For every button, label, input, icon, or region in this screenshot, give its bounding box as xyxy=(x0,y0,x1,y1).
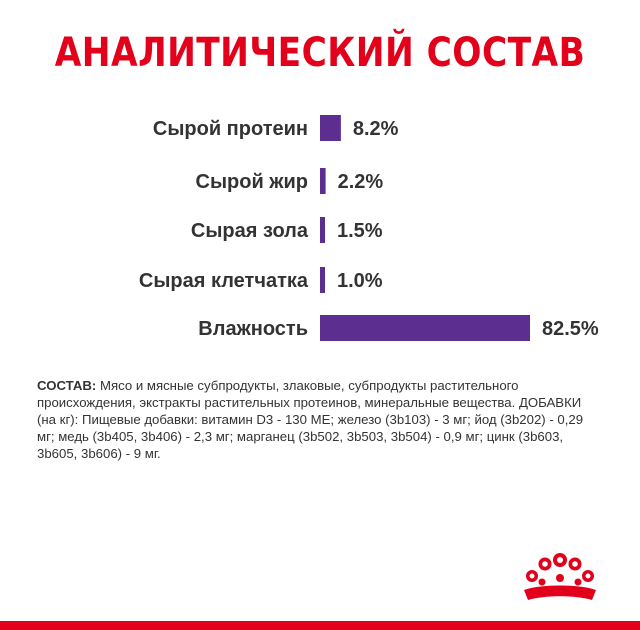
analysis-chart: Сырой протеин 8.2% Сырой жир 2.2% Сырая зола… xyxy=(139,115,599,341)
page-title: АНАЛИТИЧЕСКИЙ СОСТАВ xyxy=(54,30,586,76)
category-label: Сырая клетчатка xyxy=(139,270,309,292)
bar xyxy=(320,115,341,141)
category-label: Сырой протеин xyxy=(153,118,308,140)
value-label: 8.2% xyxy=(353,118,399,140)
bar xyxy=(320,267,325,293)
category-label: Влажность xyxy=(198,318,308,340)
value-label: 2.2% xyxy=(338,171,384,193)
composition-text: Мясо и мясные субпродукты, злаковые, суб… xyxy=(37,378,584,461)
royal-crown-icon xyxy=(524,553,596,600)
category-label: Сырая зола xyxy=(191,220,309,242)
value-label: 1.5% xyxy=(337,220,383,242)
bar xyxy=(320,217,325,243)
value-label: 1.0% xyxy=(337,270,383,292)
composition-label: СОСТАВ: xyxy=(37,378,97,393)
value-label: 82.5% xyxy=(542,318,599,340)
composition-block: СОСТАВ: Мясо и мясные субпродукты, злако… xyxy=(37,377,602,462)
bar xyxy=(320,315,530,341)
bar xyxy=(320,168,326,194)
category-label: Сырой жир xyxy=(196,171,309,193)
bottom-accent-bar xyxy=(0,621,640,630)
